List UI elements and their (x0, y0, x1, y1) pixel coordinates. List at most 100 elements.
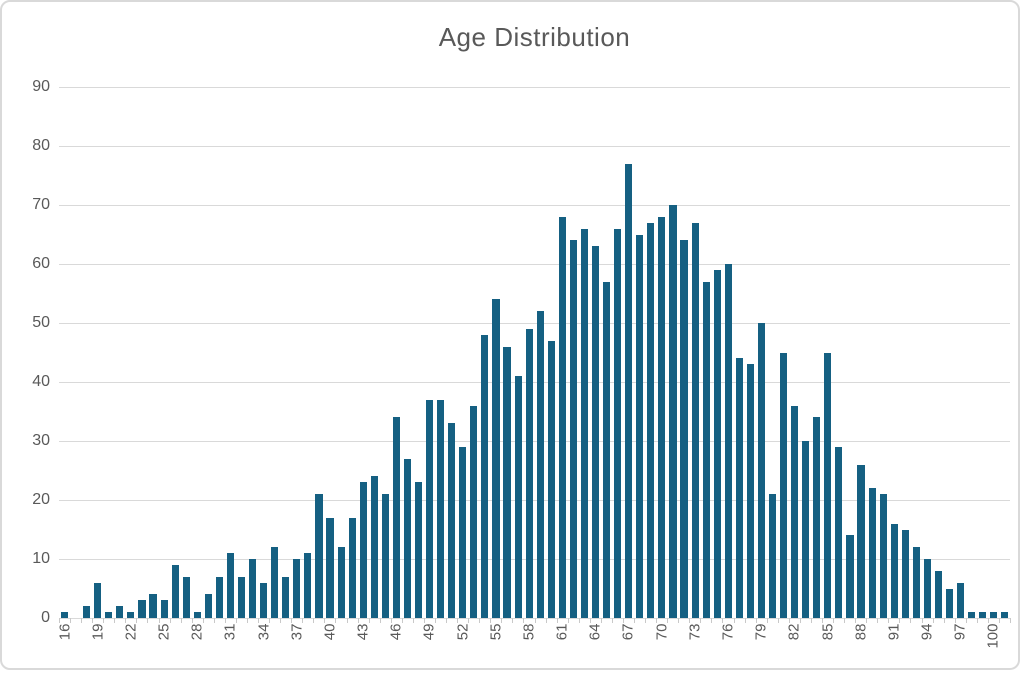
x-axis-tick (943, 618, 945, 623)
x-axis-tick (810, 618, 812, 623)
x-axis-tick-label: 64 (586, 623, 604, 641)
bar (890, 523, 898, 618)
x-axis-tick (766, 618, 768, 623)
x-axis-tick (556, 618, 558, 623)
x-axis-tick-label: 67 (619, 623, 637, 641)
bar-slot (148, 87, 159, 618)
x-axis: 16 19 22 25 28 31 34 37 40 43 46 49 52 55 58 61 64 67 70 73… (56, 622, 1010, 670)
x-axis-tick-label: 49 (420, 623, 438, 641)
bar-slot (568, 87, 579, 618)
x-axis-tick (512, 618, 514, 623)
x-axis-tick (523, 618, 525, 623)
bar-slot (103, 87, 114, 618)
bar (470, 405, 478, 618)
bar (514, 376, 522, 618)
gridline (59, 559, 1010, 560)
bar-slot (623, 87, 634, 618)
x-axis-tick (987, 618, 989, 623)
bar (912, 547, 920, 618)
x-axis-tick (269, 618, 271, 623)
bar-slot (955, 87, 966, 618)
bar (83, 606, 91, 618)
x-axis-tick (822, 618, 823, 623)
bar (636, 234, 644, 618)
bar (260, 582, 268, 618)
bar-slot (369, 87, 380, 618)
x-axis-tick (136, 618, 138, 623)
bar (1001, 612, 1009, 618)
x-axis-tick (899, 618, 901, 623)
x-axis-tick (224, 618, 226, 623)
bar (547, 340, 555, 618)
bar (591, 246, 600, 618)
x-axis-tick (169, 618, 171, 623)
bar (116, 606, 124, 618)
bar (757, 323, 765, 618)
bar (868, 488, 876, 618)
bar (857, 464, 865, 618)
bar-slot (999, 87, 1010, 618)
x-axis-tick (921, 618, 923, 623)
bar-slot (612, 87, 623, 618)
x-axis-tick (777, 618, 779, 623)
x-axis-tick-label: 85 (819, 623, 837, 641)
gridline (59, 441, 1010, 442)
bar-slot (844, 87, 855, 618)
bar-slot (325, 87, 336, 618)
x-axis-tick (965, 618, 967, 623)
bar-slot (634, 87, 645, 618)
bar-slot (546, 87, 557, 618)
bar-slot (756, 87, 767, 618)
bar-slot (457, 87, 468, 618)
bar-slot (358, 87, 369, 618)
x-axis-tick-label: 73 (686, 623, 704, 641)
bar-slot (513, 87, 524, 618)
x-axis-tick (733, 618, 735, 623)
bar-slot (203, 87, 214, 618)
x-axis-tick (501, 618, 503, 623)
x-axis-tick-label: 52 (454, 623, 472, 641)
bar-slot (712, 87, 723, 618)
bar-slot (269, 87, 280, 618)
x-axis-tick (976, 618, 978, 623)
bar (979, 612, 987, 618)
x-axis-tick-label: 70 (653, 623, 671, 641)
x-axis-tick (246, 618, 248, 623)
bar-slot (778, 87, 789, 618)
x-axis-tick (457, 618, 459, 623)
bar-slot (734, 87, 745, 618)
bar (437, 399, 445, 618)
bar (337, 547, 345, 618)
bar-slot (424, 87, 435, 618)
x-axis-tick (877, 618, 879, 623)
bar-series (59, 87, 1010, 618)
x-axis-tick (932, 618, 934, 623)
x-axis-tick (313, 618, 315, 623)
bar (647, 222, 655, 618)
bar-slot (291, 87, 302, 618)
bar (713, 269, 721, 618)
x-axis-tick-label: 94 (918, 623, 936, 641)
x-axis-tick-label: 34 (255, 623, 273, 641)
bar (315, 494, 323, 618)
bar (249, 559, 257, 618)
x-axis-tick-label: 46 (387, 623, 405, 641)
bar-slot (933, 87, 944, 618)
bar (724, 264, 732, 618)
x-axis-tick (567, 618, 569, 623)
y-axis-tick-label: 90 (32, 78, 50, 95)
x-axis-tick (125, 618, 127, 623)
bar-slot (502, 87, 513, 618)
plot-area (59, 87, 1010, 619)
x-axis-tick-label: 28 (188, 623, 206, 641)
x-axis-tick (180, 618, 182, 623)
x-axis-tick (855, 618, 857, 623)
bar-slot (922, 87, 933, 618)
bar-slot (701, 87, 712, 618)
x-axis-tick (81, 618, 83, 623)
x-axis-tick (634, 618, 636, 623)
bar-slot (966, 87, 977, 618)
x-axis-tick (158, 618, 160, 623)
bar-slot (413, 87, 424, 618)
bar (160, 600, 168, 618)
